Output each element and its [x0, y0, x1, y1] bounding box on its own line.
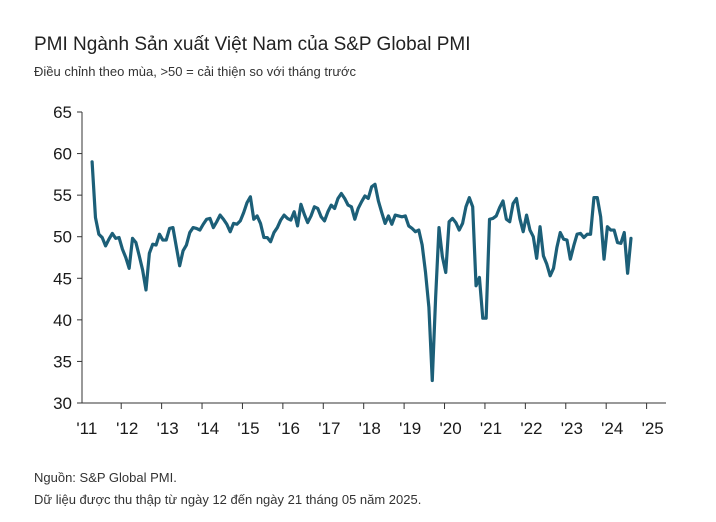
- x-tick-label: '12: [116, 419, 138, 438]
- y-axis: 30 35 40 45 50 55 60 65: [53, 103, 83, 413]
- x-tick-label: '19: [399, 419, 421, 438]
- x-tick-label: '11: [76, 419, 97, 438]
- x-tick-label: '15: [237, 419, 259, 438]
- y-tick-label: 60: [53, 145, 72, 164]
- x-tick-label: '25: [642, 419, 664, 438]
- x-tick-label: '13: [157, 419, 179, 438]
- x-tick-label: '18: [359, 419, 381, 438]
- collection-note: Dữ liệu được thu thập từ ngày 12 đến ngà…: [34, 492, 422, 507]
- x-tick-label: '21: [480, 419, 502, 438]
- x-tick-label: '23: [561, 419, 583, 438]
- source-note: Nguồn: S&P Global PMI.: [34, 470, 177, 485]
- y-tick-label: 40: [53, 311, 72, 330]
- x-tick-label: '24: [601, 419, 623, 438]
- y-tick-label: 65: [53, 103, 72, 122]
- chart-title: PMI Ngành Sản xuất Việt Nam của S&P Glob…: [34, 34, 471, 55]
- y-tick-label: 45: [53, 269, 72, 288]
- x-tick-label: '17: [318, 419, 340, 438]
- y-tick-label: 55: [53, 186, 72, 205]
- y-tick-label: 50: [53, 228, 72, 247]
- x-tick-label: '16: [278, 419, 300, 438]
- plot-area: [90, 160, 633, 383]
- y-tick-label: 30: [53, 394, 72, 413]
- x-axis: '11 '12 '13 '14 '15 '16 '17 '18 '19 '20 '21 '22 '23 '…: [76, 402, 666, 438]
- chart-subtitle: Điều chỉnh theo mùa, >50 = cải thiện so …: [34, 64, 357, 79]
- x-tick-label: '14: [197, 419, 219, 438]
- x-tick-label: '22: [520, 419, 542, 438]
- series-line-pmi: [90, 160, 633, 383]
- y-tick-label: 35: [53, 352, 72, 371]
- x-tick-label: '20: [440, 419, 462, 438]
